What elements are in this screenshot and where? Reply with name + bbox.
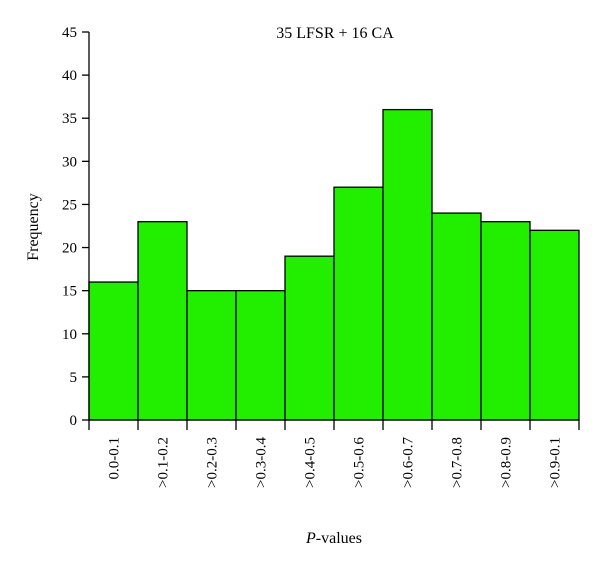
- bar: [480, 221, 531, 421]
- y-axis-title: Frequency: [25, 193, 42, 261]
- x-category-label: >0.8-0.9: [499, 437, 515, 488]
- y-tick-label: 10: [62, 327, 77, 343]
- y-tick-label: 30: [62, 154, 77, 170]
- x-category-label: >0.9-0.1: [548, 437, 564, 488]
- bar: [431, 212, 482, 421]
- chart-title: 35 LFSR + 16 CA: [276, 25, 394, 42]
- bar: [333, 186, 384, 421]
- axes-layer: [82, 31, 580, 430]
- y-tick-label: 45: [62, 25, 77, 41]
- y-tick-label: 25: [62, 197, 77, 213]
- y-tick-label: 35: [62, 111, 77, 127]
- bar: [88, 281, 139, 421]
- bar: [529, 229, 580, 421]
- y-tick-label: 40: [62, 68, 77, 84]
- labels-layer: 0 5 10 15 20 25 30 35 40 45 0.0-0.1 >0.1-0.2 >0.2-0.…: [62, 25, 564, 488]
- y-tick-label: 5: [70, 370, 78, 386]
- x-category-label: 0.0-0.1: [107, 437, 123, 480]
- bar: [137, 221, 188, 421]
- y-tick-label: 20: [62, 241, 77, 257]
- x-category-label: >0.5-0.6: [352, 437, 368, 488]
- x-axis-title: P-values: [305, 530, 362, 547]
- x-category-label: >0.6-0.7: [401, 437, 417, 488]
- x-category-label: >0.1-0.2: [156, 437, 172, 488]
- x-category-label: >0.3-0.4: [254, 437, 270, 488]
- x-category-label: >0.2-0.3: [205, 437, 221, 488]
- bar: [186, 290, 237, 421]
- x-axis-title-italic: P: [305, 530, 316, 547]
- x-category-label: >0.7-0.8: [450, 437, 466, 488]
- x-category-label: >0.4-0.5: [303, 437, 319, 488]
- bar: [235, 290, 286, 421]
- x-axis-title-rest: -values: [316, 530, 362, 547]
- y-tick-label: 15: [62, 284, 77, 300]
- bar: [284, 255, 335, 421]
- y-tick-label: 0: [70, 413, 78, 429]
- bar: [382, 108, 433, 421]
- bars-layer: [88, 108, 580, 421]
